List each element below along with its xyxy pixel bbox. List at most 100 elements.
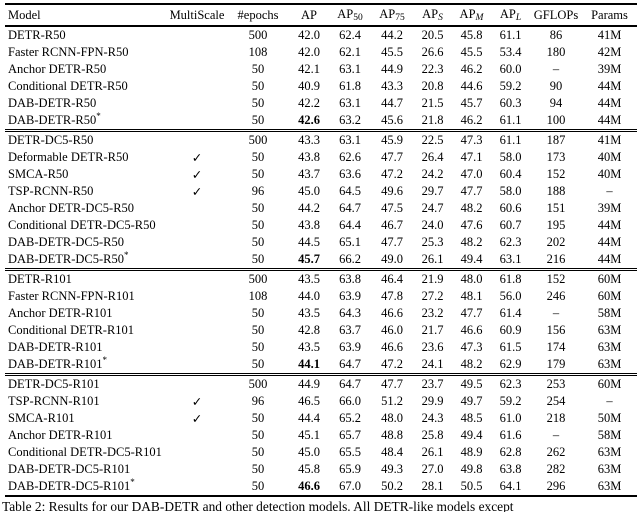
cell-apl: 61.6: [499, 428, 522, 442]
cell-ap75: 48.8: [381, 428, 403, 442]
cell-aps: 22.3: [421, 62, 444, 76]
cell-ap75: 43.3: [381, 79, 403, 93]
cell-model: DAB-DETR-DC5-R101*: [8, 478, 135, 493]
cell-ap75: 45.9: [371, 129, 413, 149]
cell-ap50: 63.1: [329, 129, 371, 149]
cell-multiscale: [167, 322, 227, 339]
cell-apm: 48.0: [452, 268, 491, 288]
cell-aps: 26.1: [421, 445, 444, 459]
cell-gflops: 218: [546, 411, 566, 425]
cell-aps: 24.1: [421, 357, 444, 371]
cell-apl: 62.3: [499, 235, 522, 249]
cell-ap75: 49.6: [381, 184, 403, 198]
table-row: TSP-RCNN-R50 ✓ 96 45.0 64.5 49.6 29.7 47.7 58.0 1…: [5, 183, 637, 200]
cell-model: DAB-DETR-R101*: [8, 356, 107, 371]
cell-multiscale: [167, 478, 227, 496]
cell-apl: 61.1: [491, 129, 530, 149]
cell-epochs: 50: [251, 252, 265, 266]
cell-gflops: 195: [546, 218, 566, 232]
cell-gflops: 152: [546, 167, 566, 181]
cell-gflops: 262: [546, 445, 566, 459]
cell-ap75: 47.8: [381, 289, 403, 303]
cell-multiscale: [167, 234, 227, 251]
table-row: DAB-DETR-DC5-R50 50 44.5 65.1 47.7 25.3 48.2 62…: [5, 234, 637, 251]
cell-ap: 43.8: [298, 218, 320, 232]
cell-aps: 21.8: [421, 113, 444, 127]
table-row: Conditional DETR-DC5-R101 50 45.0 65.5 48.4 2…: [5, 444, 637, 461]
cell-params: 44M: [597, 235, 622, 249]
cell-epochs: 96: [251, 184, 265, 198]
cell-gflops: 246: [546, 289, 566, 303]
cell-params: –: [606, 184, 613, 198]
cell-ap75: 46.0: [381, 323, 403, 337]
table-row: DETR-DC5-R101 500 44.9 64.7 47.7 23.7 49.5 62.3…: [5, 373, 637, 393]
cell-params: 63M: [597, 340, 622, 354]
cell-gflops: 180: [546, 45, 566, 59]
cell-ap50: 65.1: [339, 235, 361, 249]
cell-ap: 44.1: [298, 357, 320, 371]
cell-aps: 21.5: [421, 96, 444, 110]
table-row: Conditional DETR-DC5-R50 50 43.8 64.4 46.7 24…: [5, 217, 637, 234]
cell-model: SMCA-R101: [8, 411, 75, 425]
cell-ap50: 64.4: [339, 218, 361, 232]
cell-epochs: 50: [251, 113, 265, 127]
cell-aps: 23.2: [421, 306, 444, 320]
cell-ap75: 50.2: [381, 479, 403, 493]
table-row: Faster RCNN-FPN-R50 108 42.0 62.1 45.5 26.6 45…: [5, 44, 637, 61]
cell-epochs: 50: [251, 411, 265, 425]
cell-aps: 24.0: [421, 218, 444, 232]
cell-ap: 40.9: [298, 79, 320, 93]
cell-apl: 61.0: [499, 411, 522, 425]
table-row: DETR-DC5-R50 500 43.3 63.1 45.9 22.5 47.3 61.1 1…: [5, 129, 637, 149]
cell-apl: 60.0: [499, 62, 522, 76]
cell-model: DAB-DETR-DC5-R101: [8, 462, 131, 476]
cell-apl: 60.3: [499, 96, 522, 110]
cell-ap75: 48.0: [381, 411, 403, 425]
cell-apm: 49.4: [460, 428, 483, 442]
cell-ap75: 47.5: [381, 201, 403, 215]
cell-gflops: –: [552, 428, 560, 442]
cell-model: Anchor DETR-R101: [8, 306, 113, 320]
cell-apl: 64.1: [499, 479, 522, 493]
cell-epochs: 50: [251, 428, 265, 442]
cell-aps: 26.4: [421, 150, 444, 164]
col-header-metric-75: AP75: [371, 4, 413, 27]
table-row: DAB-DETR-R50 50 42.2 63.1 44.7 21.5 45.7 60.3 94…: [5, 95, 637, 112]
cell-ap: 42.2: [298, 96, 320, 110]
cell-aps: 28.1: [421, 479, 444, 493]
cell-ap: 42.8: [298, 323, 320, 337]
cell-params: 42M: [597, 45, 622, 59]
cell-epochs: 50: [251, 357, 265, 371]
cell-epochs: 50: [251, 96, 265, 110]
cell-params: 63M: [597, 462, 622, 476]
cell-ap75: 45.6: [381, 113, 403, 127]
cell-apl: 59.2: [499, 79, 522, 93]
cell-aps: 24.2: [421, 167, 444, 181]
cell-epochs: 50: [251, 340, 265, 354]
cell-params: 39M: [597, 62, 622, 76]
cell-ap: 44.9: [289, 373, 329, 393]
table-header-row: Model MultiScale #epochs AP AP50 AP75 APS APM AP…: [5, 4, 637, 27]
cell-ap50: 63.1: [339, 96, 361, 110]
table-row: Conditional DETR-R101 50 42.8 63.7 46.0 21.7 4…: [5, 322, 637, 339]
cell-apm: 47.1: [460, 150, 483, 164]
cell-params: 44M: [597, 96, 622, 110]
cell-multiscale: [167, 305, 227, 322]
cell-model: DETR-R101: [5, 268, 167, 288]
cell-gflops: 94: [549, 96, 563, 110]
col-header-params: Params: [582, 4, 637, 27]
table-row: Anchor DETR-DC5-R50 50 44.2 64.7 47.5 24.7 48.…: [5, 200, 637, 217]
cell-ap: 44.5: [298, 235, 320, 249]
table-row: DAB-DETR-R50* 50 42.6 63.2 45.6 21.8 46.2 61.1 1…: [5, 112, 637, 131]
cell-ap75: 47.7: [371, 373, 413, 393]
cell-aps: 26.1: [421, 252, 444, 266]
cell-apl: 62.3: [491, 373, 530, 393]
table-row: DAB-DETR-R101* 50 44.1 64.7 47.2 24.1 48.2 62.9…: [5, 356, 637, 375]
cell-gflops: 282: [546, 462, 566, 476]
cell-apm: 49.4: [460, 252, 483, 266]
cell-apm: 46.2: [460, 113, 483, 127]
cell-aps: 27.0: [421, 462, 444, 476]
cell-ap50: 63.1: [339, 62, 361, 76]
col-header-metric-S: APS: [413, 4, 452, 27]
cell-ap: 42.0: [298, 45, 320, 59]
